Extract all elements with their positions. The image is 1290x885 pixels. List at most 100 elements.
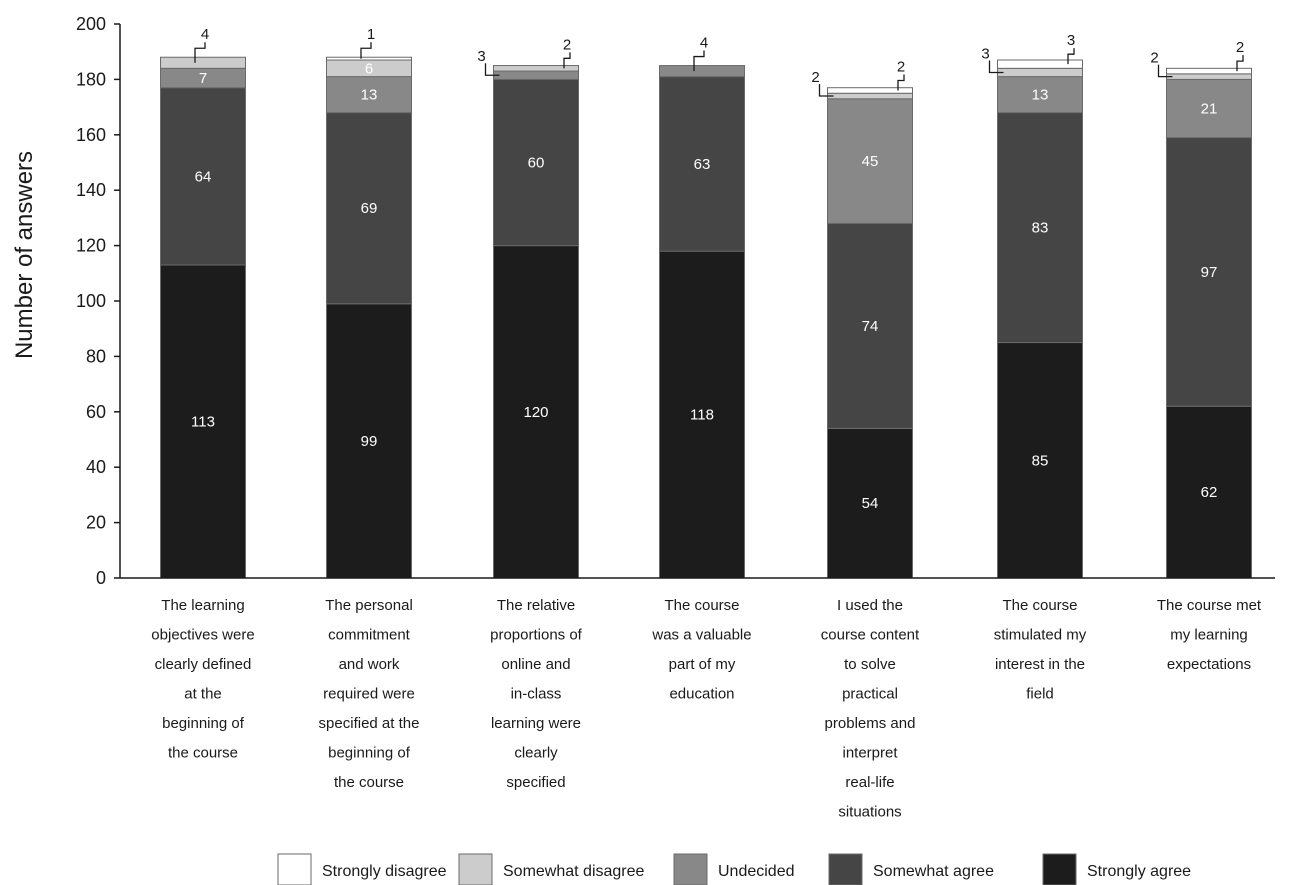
- bar-segment-strongly-agree: [493, 245, 579, 579]
- x-tick-label: The course met my learning expectations: [1157, 597, 1262, 673]
- bar-segment-somewhat-disagree: [1166, 73, 1252, 80]
- bar-segment-somewhat-agree: [326, 112, 412, 305]
- data-label: 13: [1032, 87, 1049, 104]
- callout-label: 4: [201, 26, 209, 43]
- data-label: 85: [1032, 452, 1049, 469]
- callout-leader: [818, 84, 834, 97]
- callout-label: 4: [700, 35, 708, 52]
- y-tick-label: 40: [86, 457, 106, 477]
- bar-segment-undecided: [1166, 78, 1252, 139]
- callout-label: 1: [367, 26, 375, 43]
- legend-swatch: [1042, 853, 1077, 885]
- callout-label: 2: [811, 69, 819, 86]
- data-label: 83: [1032, 220, 1049, 237]
- y-tick-label: 80: [86, 346, 106, 366]
- data-label: 6: [365, 60, 373, 77]
- bar-segment-somewhat-agree: [160, 87, 246, 266]
- callout-label: 2: [563, 36, 571, 53]
- callout-label: 3: [1067, 32, 1075, 49]
- data-label: 64: [195, 168, 212, 185]
- data-label: 45: [862, 153, 879, 170]
- data-label: 97: [1201, 264, 1218, 281]
- bar-segment-strongly-disagree: [326, 56, 412, 61]
- bar-segment-somewhat-disagree: [997, 67, 1083, 78]
- legend-label: Strongly disagree: [322, 863, 447, 880]
- data-label: 63: [694, 156, 711, 173]
- data-label: 99: [361, 433, 378, 450]
- bar-segment-undecided: [659, 65, 745, 78]
- legend-swatch: [458, 853, 493, 885]
- data-label: 60: [528, 155, 545, 172]
- bar-segment-somewhat-agree: [493, 78, 579, 247]
- x-tick-label: The learning objectives were clearly defin…: [151, 597, 254, 762]
- data-label: 7: [199, 70, 207, 87]
- callout-label: 2: [1150, 50, 1158, 67]
- legend-item-strongly-agree: Strongly agree: [1042, 853, 1191, 885]
- legend-item-strongly-disagree: Strongly disagree: [277, 853, 447, 885]
- callout-leader: [693, 50, 705, 72]
- legend-label: Somewhat agree: [873, 863, 994, 880]
- callout-label: 2: [1236, 39, 1244, 56]
- category-labels: The learning objectives were clearly defin…: [151, 597, 1262, 821]
- bar-segment-somewhat-agree: [659, 76, 745, 252]
- legend-item-undecided: Undecided: [673, 853, 795, 885]
- callout-label: 2: [897, 58, 905, 75]
- bar-segment-strongly-agree: [659, 250, 745, 579]
- bar-segment-strongly-agree: [326, 303, 412, 579]
- legend-swatch: [828, 853, 863, 885]
- callout-leader: [360, 42, 372, 59]
- legend-label: Strongly agree: [1087, 863, 1191, 880]
- callout-leader: [484, 63, 500, 76]
- y-axis: 0 20 40 60 80 100 120 140 160 180 200: [76, 14, 121, 588]
- data-label: 69: [361, 200, 378, 217]
- y-axis-title: Number of answers: [11, 151, 38, 359]
- callout-leader: [1236, 55, 1244, 72]
- data-label: 120: [523, 404, 548, 421]
- callout-leader: [897, 74, 905, 91]
- x-tick-label: I used the course content to solve practica…: [821, 597, 920, 821]
- callout-leader: [1067, 48, 1075, 65]
- y-tick-label: 100: [76, 291, 106, 311]
- bar-segment-undecided: [493, 70, 579, 80]
- y-tick-label: 200: [76, 14, 106, 34]
- y-tick-label: 140: [76, 180, 106, 200]
- legend-swatch: [277, 853, 312, 885]
- bar-segment-strongly-agree: [997, 342, 1083, 579]
- bar-segment-somewhat-agree: [827, 222, 913, 429]
- bar-segment-strongly-disagree: [827, 87, 913, 94]
- y-tick-label: 180: [76, 69, 106, 89]
- bars: 113 64 7 99 69 13 6 120 60 118 63 54 74 45 85 83 13 62 97 2…: [160, 56, 1252, 579]
- callout-label: 3: [981, 45, 989, 62]
- y-tick-label: 60: [86, 402, 106, 422]
- bar-segment-somewhat-disagree: [827, 92, 913, 100]
- x-tick-label: The relative proportions of online and in-c…: [490, 597, 583, 791]
- x-tick-label: The course was a valuable part of my educat…: [651, 597, 751, 703]
- y-tick-label: 160: [76, 125, 106, 145]
- data-label: 54: [862, 495, 879, 512]
- legend-item-somewhat-disagree: Somewhat disagree: [458, 853, 645, 885]
- bar-segment-strongly-disagree: [997, 59, 1083, 69]
- y-tick-label: 120: [76, 236, 106, 256]
- x-tick-label: The course stimulated my interest in the fi…: [994, 597, 1087, 703]
- legend-swatch: [673, 853, 708, 885]
- callout-leader: [194, 42, 206, 63]
- bar-segment-strongly-disagree: [1166, 67, 1252, 75]
- bar-segment-somewhat-disagree: [160, 56, 246, 69]
- data-label: 74: [862, 318, 879, 335]
- legend-label: Somewhat disagree: [503, 863, 645, 880]
- callout-label: 3: [477, 48, 485, 65]
- bar-segment-strongly-agree: [1166, 405, 1252, 579]
- x-tick-label: The personal commitment and work required w…: [319, 597, 420, 791]
- data-label: 62: [1201, 484, 1218, 501]
- callout-leader: [563, 52, 571, 69]
- bar-segment-somewhat-agree: [997, 112, 1083, 344]
- bar-segment-strongly-agree: [160, 264, 246, 579]
- bar-segment-somewhat-disagree: [493, 65, 579, 72]
- y-tick-label: 0: [96, 568, 106, 588]
- data-label: 113: [191, 413, 215, 430]
- data-label: 13: [361, 87, 378, 104]
- legend-item-somewhat-agree: Somewhat agree: [828, 853, 994, 885]
- callouts: 4 1 3 2 4 2 2 3 3 2 2: [194, 26, 1244, 97]
- bar-segment-somewhat-agree: [1166, 137, 1252, 407]
